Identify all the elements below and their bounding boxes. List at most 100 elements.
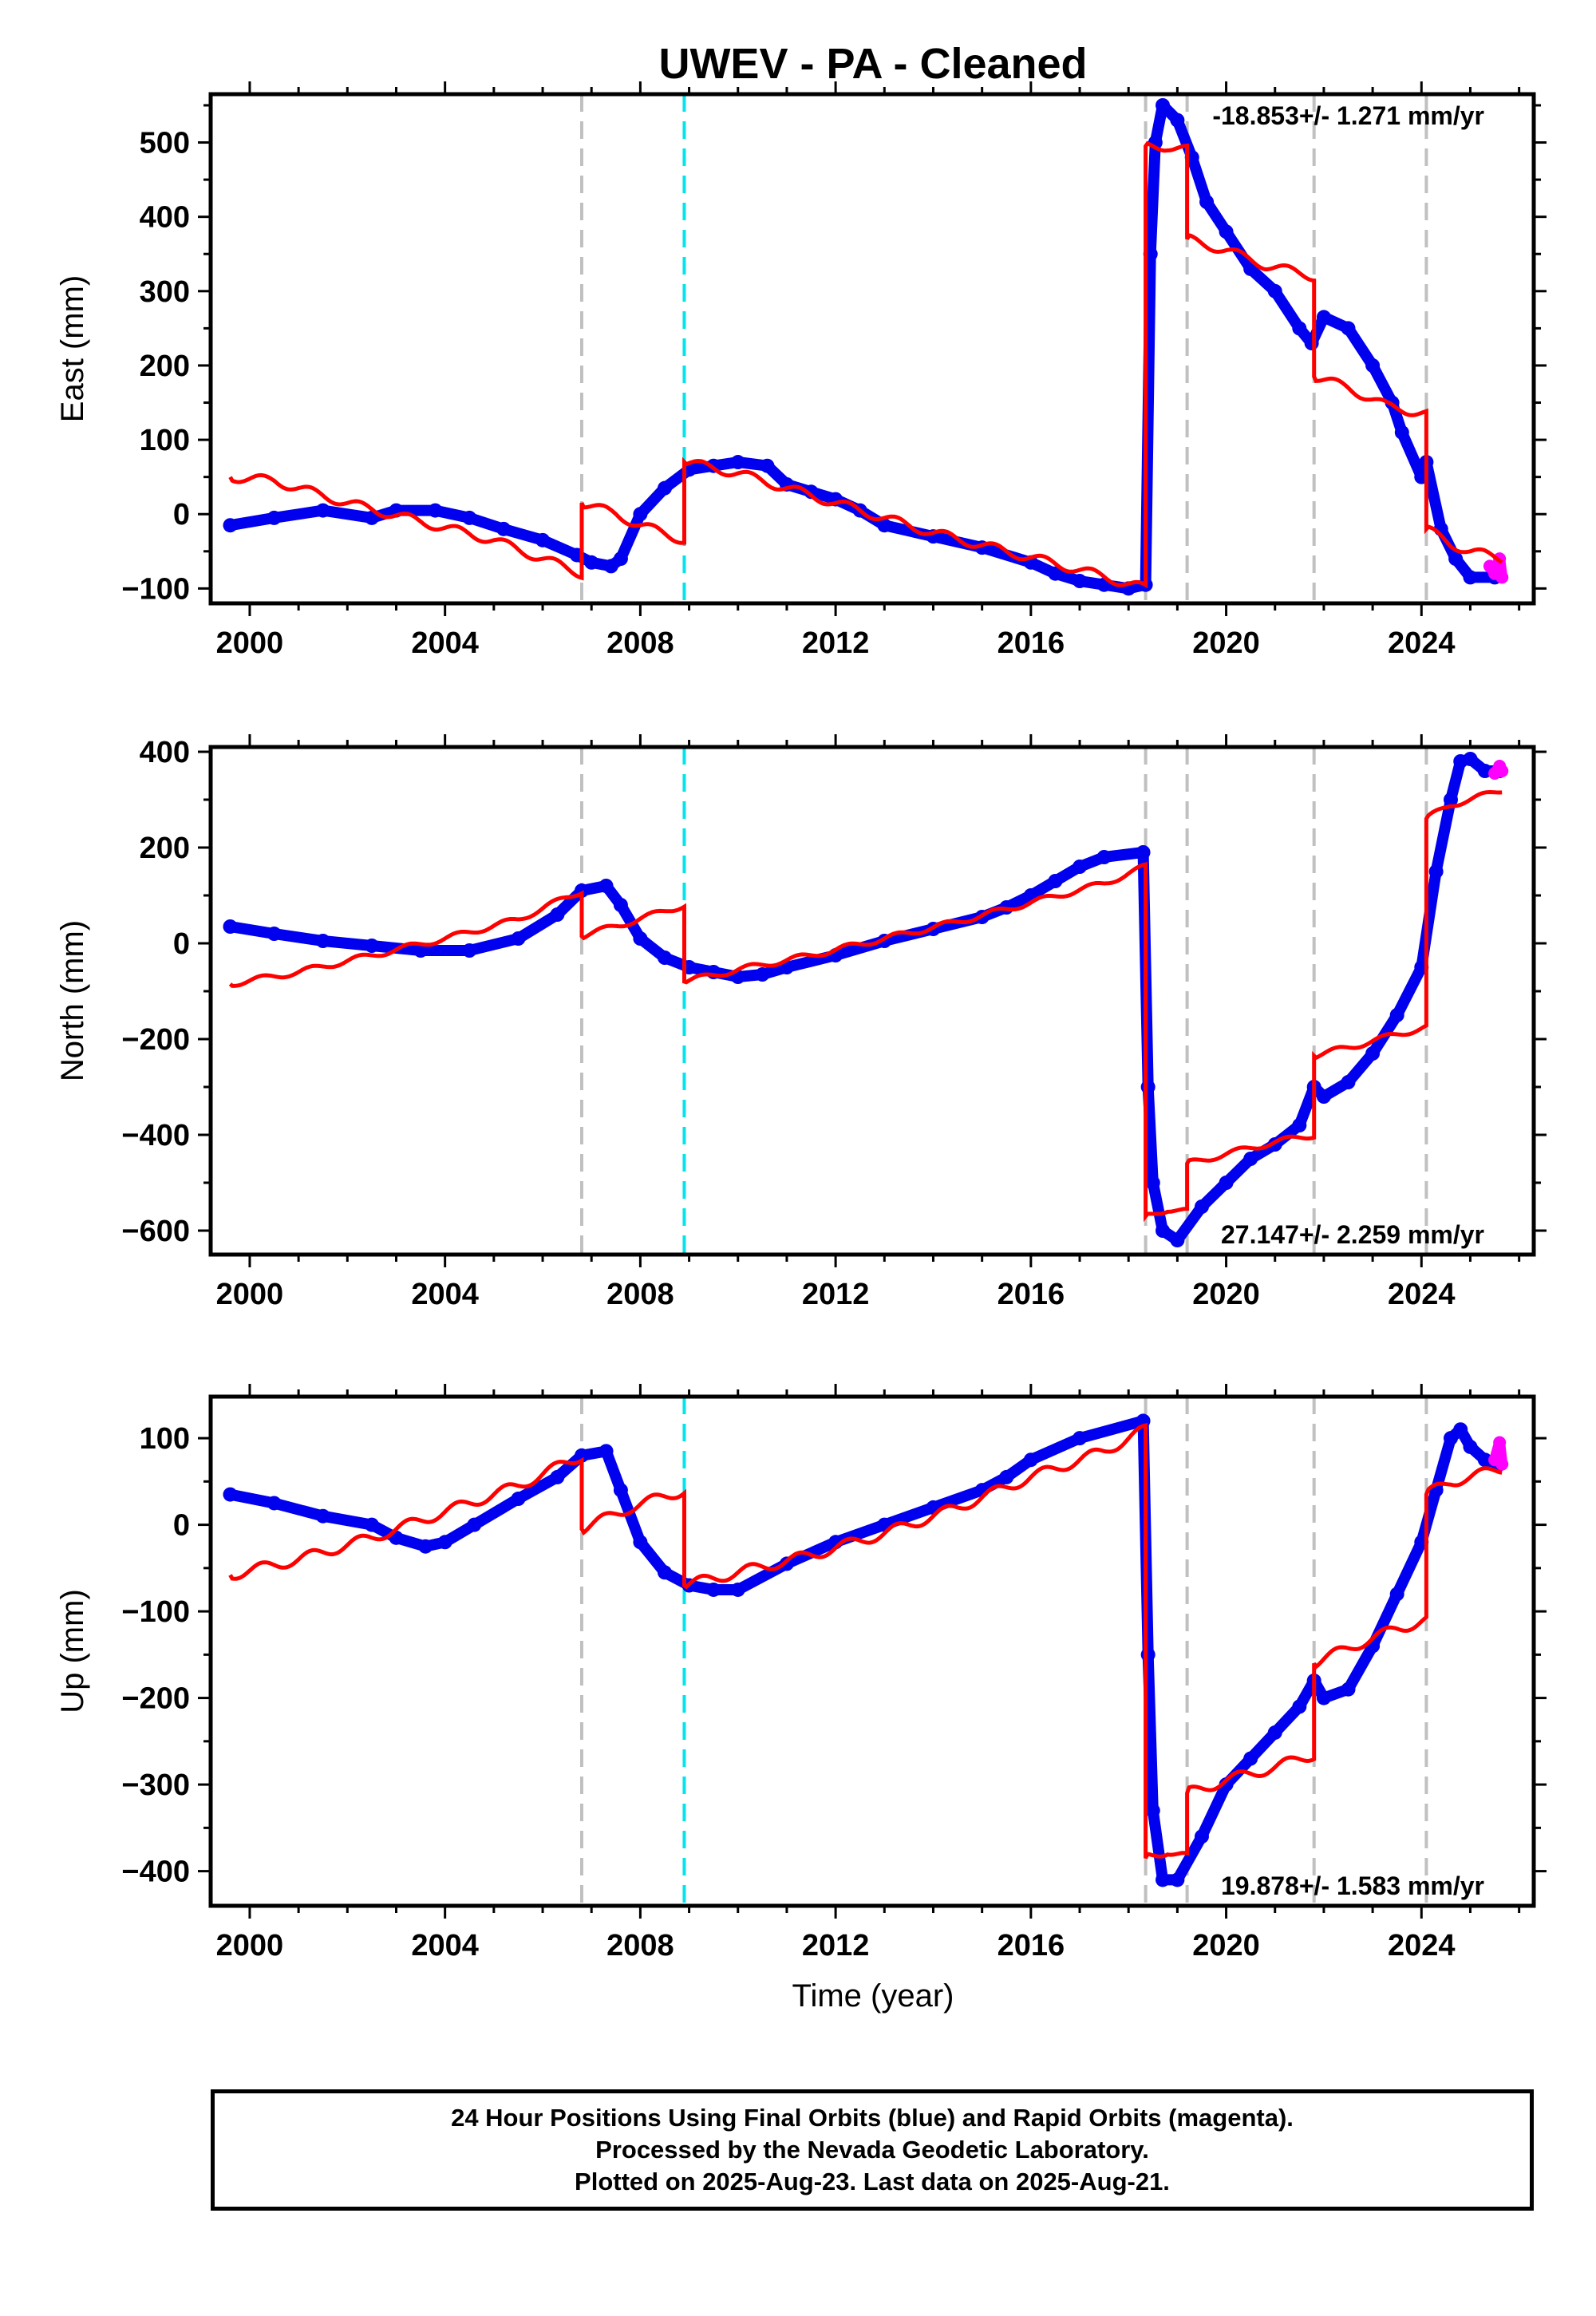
- panel-3-final-point: [999, 1469, 1014, 1484]
- panel-3-y-axis-label: Up (mm): [55, 1589, 90, 1713]
- panel-2-x-tick-label: 2004: [411, 1278, 479, 1311]
- panel-3-y-tick-label: 100: [140, 1422, 190, 1456]
- panel-1-y-tick-label: 400: [140, 201, 190, 235]
- panel-2-final-point: [1316, 1089, 1331, 1104]
- panel-1-y-tick-label: 0: [173, 498, 190, 532]
- panel-3-final-point: [223, 1487, 238, 1502]
- panel-3-final-point: [511, 1492, 526, 1507]
- panel-3-x-tick-label: 2024: [1388, 1929, 1456, 1962]
- panel-1-final-point: [730, 455, 745, 470]
- panel-2-model-line: [228, 789, 1503, 1223]
- panel-2-final-point: [598, 879, 614, 893]
- panel-1-final-point: [1048, 566, 1063, 581]
- panel-2-y-tick-label: 0: [173, 927, 190, 961]
- panel-1-x-tick-label: 2000: [216, 626, 284, 660]
- panel-3-final-point: [1145, 1803, 1160, 1818]
- panel-3-final-point: [364, 1517, 379, 1532]
- panel-1-final-point: [1394, 425, 1409, 440]
- panel-1-final-point: [496, 521, 512, 536]
- panel-1-final-point: [1448, 551, 1464, 567]
- panel-3-final-point: [657, 1565, 672, 1580]
- panel-2-final-point: [315, 934, 330, 948]
- panel-1-x-tick-label: 2024: [1388, 626, 1456, 660]
- panel-1-final-point: [1156, 97, 1171, 113]
- panel-1-final-point: [1365, 358, 1381, 373]
- panel-3-x-tick-label: 2020: [1192, 1929, 1260, 1962]
- panel-1-y-tick-label: 100: [140, 424, 190, 457]
- panel-1-final-point: [657, 480, 672, 496]
- panel-2-x-tick-label: 2008: [606, 1278, 674, 1311]
- panel-3-final-point: [730, 1582, 745, 1597]
- panel-3-final-point: [1140, 1647, 1156, 1662]
- panel-2-final-point: [511, 931, 526, 946]
- panel-1-y-tick-label: 300: [140, 275, 190, 309]
- panel-2-final-point: [1428, 864, 1444, 879]
- panel-3-final-point: [550, 1469, 565, 1484]
- panel-2-final-point: [613, 898, 628, 912]
- panel-1-y-tick-label: 200: [140, 350, 190, 383]
- panel-3-final-point: [467, 1517, 482, 1532]
- panel-3-final-point: [1023, 1452, 1038, 1468]
- panel-3-final-point: [1194, 1829, 1209, 1844]
- panel-3-y-tick-label: −400: [121, 1856, 190, 1889]
- footer-line-2: Processed by the Nevada Geodetic Laborat…: [595, 2136, 1149, 2164]
- panel-1-final-point: [315, 503, 330, 518]
- panel-1-x-tick-label: 2004: [411, 626, 479, 660]
- panel-3-final-point: [1156, 1872, 1171, 1887]
- panel-3-x-tick-label: 2012: [802, 1929, 870, 1962]
- panel-3-final-point: [1267, 1725, 1282, 1740]
- panel-1-final-point: [428, 503, 443, 518]
- panel-1-final-point: [1463, 570, 1478, 585]
- panel-2-final-point: [755, 967, 770, 982]
- panel-3-final-point: [1292, 1699, 1307, 1714]
- panel-1-rapid-point: [1495, 571, 1509, 584]
- panel-2-final-point: [462, 943, 477, 958]
- panel-1-final-point: [462, 510, 477, 525]
- panel-2-y-tick-label: 400: [140, 736, 190, 769]
- panel-1-x-tick-label: 2020: [1192, 626, 1260, 660]
- footer-line-3: Plotted on 2025-Aug-23. Last data on 202…: [575, 2168, 1170, 2195]
- panel-1-final-point: [535, 532, 551, 547]
- panel-3-final-point: [1243, 1751, 1258, 1766]
- panel-2-final-point: [1292, 1118, 1307, 1132]
- panel-1-final-point: [223, 518, 238, 533]
- panel-3-final-point: [613, 1483, 628, 1498]
- panel-2-final-point: [1140, 1080, 1156, 1094]
- footer-box: 24 Hour Positions Using Final Orbits (bl…: [211, 2089, 1534, 2211]
- panel-3-y-tick-label: −300: [121, 1769, 190, 1802]
- panel-1-y-tick-label: 500: [140, 127, 190, 160]
- panel-2-final-point: [1219, 1176, 1234, 1190]
- panel-3-rapid-point: [1495, 1457, 1509, 1471]
- panel-2-final-point: [1073, 860, 1088, 874]
- panel-1-final-point: [1316, 310, 1331, 325]
- panel-1-final-point: [1304, 336, 1319, 351]
- chart-title: UWEV - PA - Cleaned: [658, 40, 1087, 88]
- panel-1-final-point: [267, 510, 282, 525]
- panel-1-final-point: [760, 458, 775, 473]
- panel-2-y-tick-label: −400: [121, 1119, 190, 1152]
- panel-1-final-point: [584, 555, 599, 570]
- panel-1-final-point: [1073, 574, 1088, 589]
- panel-3-frame: [208, 1394, 1536, 1908]
- panel-2-y-tick-label: −600: [121, 1215, 190, 1248]
- panel-3-model-line: [228, 1422, 1503, 1860]
- panel-2-final-point: [1194, 1199, 1209, 1214]
- panel-3-final-point: [315, 1508, 330, 1524]
- panel-3-y-tick-label: −200: [121, 1682, 190, 1716]
- panel-1-final-point: [877, 518, 892, 533]
- panel-3-final-track: [224, 1415, 1506, 1886]
- panel-1-final-point: [804, 484, 819, 500]
- panel-2-final-point: [1145, 1176, 1160, 1190]
- panel-2-final-track: [224, 753, 1506, 1246]
- panel-1-final-point: [1267, 283, 1282, 298]
- panel-3-final-point: [1073, 1431, 1088, 1446]
- panel-2-y-tick-label: −200: [121, 1023, 190, 1057]
- panel-2-final-point: [223, 919, 238, 934]
- panel-1-x-tick-label: 2016: [998, 626, 1065, 660]
- panel-2-final-point: [1170, 1233, 1185, 1247]
- panel-2-x-tick-label: 2016: [998, 1278, 1065, 1311]
- panel-3-final-point: [1463, 1439, 1478, 1454]
- panel-2-y-tick-label: 200: [140, 832, 190, 865]
- panel-3-rate-label: 19.878+/- 1.583 mm/yr: [1221, 1871, 1484, 1900]
- panel-1-rate-label: -18.853+/- 1.271 mm/yr: [1212, 101, 1484, 130]
